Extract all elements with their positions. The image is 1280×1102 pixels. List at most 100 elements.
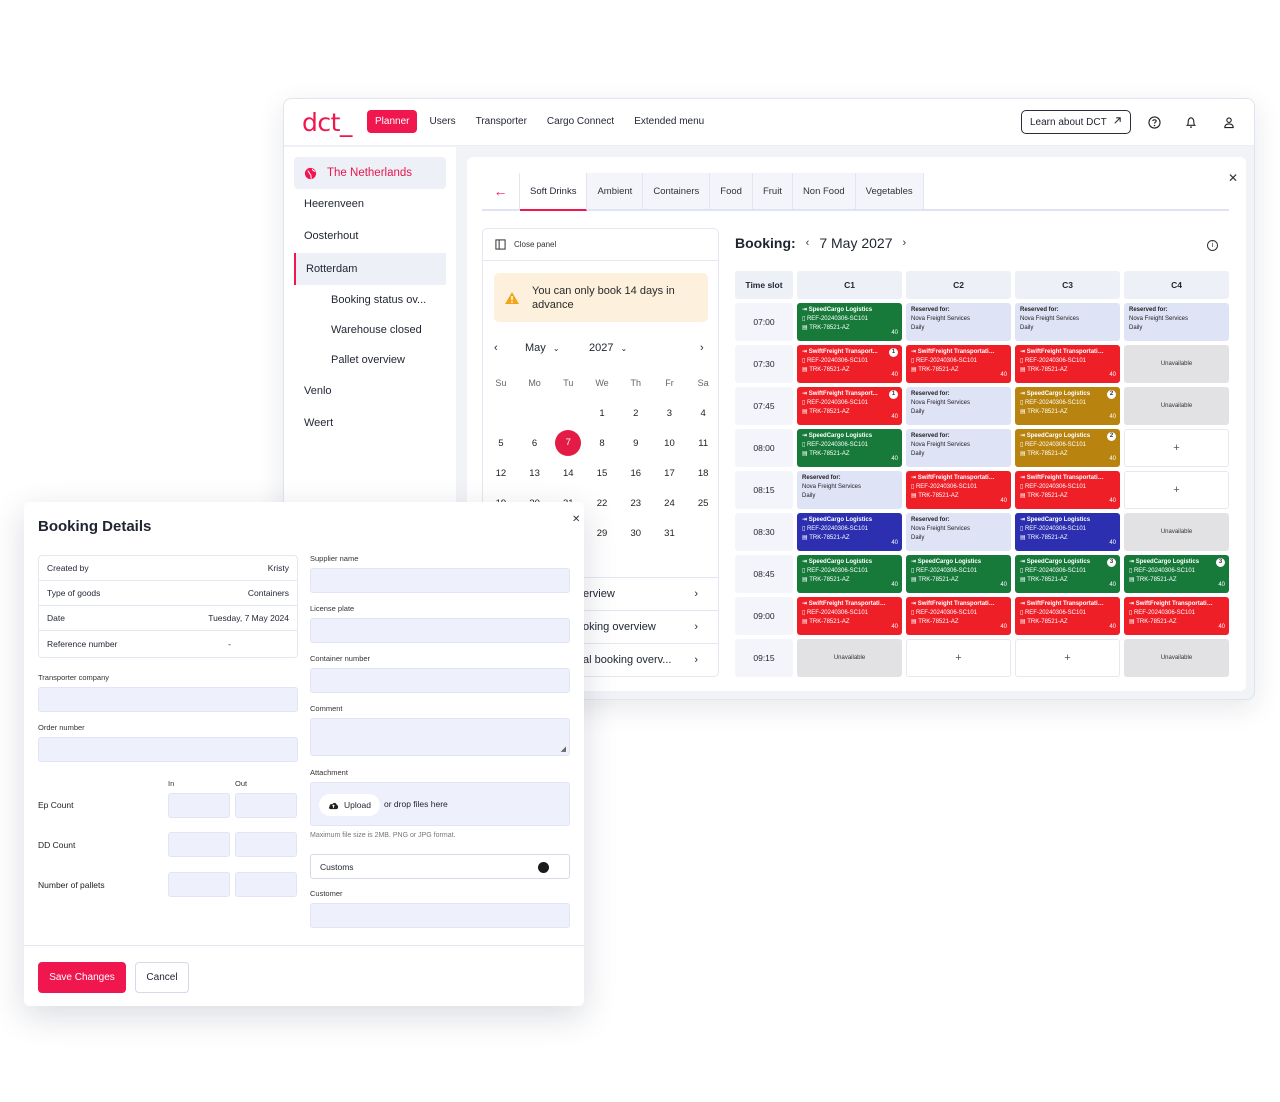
booking-slot-reserved[interactable]: Reserved for: Nova Freight Services Daily [1124,303,1229,341]
close-panel-button[interactable]: Close panel [495,239,556,250]
sidebar-item-venlo[interactable]: Venlo [304,385,332,397]
booking-slot-green[interactable]: ⇥ SpeedCargo Logistics ▯ REF-20240306-SC1… [1124,555,1229,593]
booking-slot-empty[interactable]: + [1124,429,1229,467]
help-icon[interactable] [1146,114,1162,130]
booking-slot-reserved[interactable]: Reserved for: Nova Freight Services Daily [906,387,1011,425]
sidebar-item-warehouse-closed[interactable]: Warehouse closed [331,324,422,336]
tab-containers[interactable]: Containers [643,173,711,209]
resize-handle-icon[interactable]: ◢ [560,746,566,753]
calendar-day[interactable]: 3 [653,408,687,419]
sidebar-country-netherlands[interactable]: The Netherlands [294,157,446,189]
dct-logo[interactable]: dct_ [302,108,352,137]
booking-slot-empty[interactable]: + [906,639,1011,677]
booking-slot-green[interactable]: ⇥ SpeedCargo Logistics ▯ REF-20240306-SC1… [906,555,1011,593]
booking-overview-link[interactable]: oking overview › [483,610,718,643]
booking-slot-reserved[interactable]: Reserved for: Nova Freight Services Daily [906,303,1011,341]
cancel-button[interactable]: Cancel [135,962,189,993]
calendar-day[interactable]: 12 [484,468,518,479]
total-booking-overview-link[interactable]: al booking overv... › [483,643,718,676]
booking-slot-gold[interactable]: ⇥ SpeedCargo Logistics ▯ REF-20240306-SC1… [1015,429,1120,467]
attachment-dropzone[interactable]: Upload or drop files here [310,782,570,826]
calendar-day[interactable]: 7 [551,430,585,456]
booking-slot-green[interactable]: ⇥ SpeedCargo Logistics ▯ REF-20240306-SC1… [1015,555,1120,593]
customs-toggle[interactable] [538,862,549,873]
calendar-day[interactable]: 23 [619,498,653,509]
calendar-day[interactable]: 18 [686,468,718,479]
booking-slot-red[interactable]: ⇥ SwiftFreight Transportatio... ▯ REF-202… [1015,471,1120,509]
calendar-day[interactable]: 24 [653,498,687,509]
booking-slot-empty[interactable]: + [1124,471,1229,509]
calendar-day[interactable]: 8 [585,438,619,449]
booking-slot-green[interactable]: ⇥ SpeedCargo Logistics ▯ REF-20240306-SC1… [797,303,902,341]
booking-slot-gold[interactable]: ⇥ SpeedCargo Logistics ▯ REF-20240306-SC1… [1015,387,1120,425]
back-arrow-icon[interactable]: ← [482,173,520,209]
transporter-company-field[interactable] [38,687,298,712]
calendar-day[interactable]: 6 [518,438,552,449]
calendar-day[interactable]: 17 [653,468,687,479]
month-select[interactable]: May ⌄ [525,342,560,354]
next-month-icon[interactable]: › [700,342,704,354]
booking-slot-red[interactable]: ⇥ SwiftFreight Transport... ▯ REF-2024030… [797,345,902,383]
nav-transporter[interactable]: Transporter [475,116,527,127]
dd-count-in-field[interactable] [168,832,230,857]
tab-vegetables[interactable]: Vegetables [855,173,924,209]
sidebar-item-oosterhout[interactable]: Oosterhout [304,230,359,242]
calendar-day[interactable]: 30 [619,528,653,539]
tab-ambient[interactable]: Ambient [587,173,644,209]
dd-count-out-field[interactable] [235,832,297,857]
booking-slot-red[interactable]: ⇥ SwiftFreight Transportatio... ▯ REF-202… [1015,345,1120,383]
calendar-day[interactable]: 15 [585,468,619,479]
tab-non-food[interactable]: Non Food [792,173,856,209]
booking-slot-red[interactable]: ⇥ SwiftFreight Transportatio... ▯ REF-202… [906,471,1011,509]
calendar-day[interactable]: 11 [686,438,718,449]
booking-slot-red[interactable]: ⇥ SwiftFreight Transport... ▯ REF-2024030… [797,387,902,425]
booking-slot-reserved[interactable]: Reserved for: Nova Freight Services Daily [906,429,1011,467]
calendar-day[interactable]: 4 [686,408,718,419]
booking-slot-unavailable[interactable]: Unavailable [1124,387,1229,425]
info-icon[interactable]: i [1207,240,1218,251]
nav-planner[interactable]: Planner [367,110,418,133]
sidebar-item-booking-status[interactable]: Booking status ov... [331,294,427,306]
order-number-field[interactable] [38,737,298,762]
save-changes-button[interactable]: Save Changes [38,962,126,993]
ep-count-out-field[interactable] [235,793,297,818]
supplier-name-field[interactable] [310,568,570,593]
calendar-day[interactable]: 22 [585,498,619,509]
booking-slot-red[interactable]: ⇥ SwiftFreight Transportatio... ▯ REF-202… [906,345,1011,383]
sidebar-item-weert[interactable]: Weert [304,417,334,429]
sidebar-item-heerenveen[interactable]: Heerenveen [304,198,364,210]
bell-icon[interactable] [1183,114,1199,130]
prev-day-icon[interactable]: ‹ [805,237,810,249]
booking-slot-unavailable[interactable]: Unavailable [1124,345,1229,383]
calendar-day[interactable]: 25 [686,498,718,509]
sidebar-item-rotterdam[interactable]: Rotterdam [294,253,446,285]
ep-count-in-field[interactable] [168,793,230,818]
booking-slot-reserved[interactable]: Reserved for: Nova Freight Services Daily [906,513,1011,551]
booking-slot-empty[interactable]: + [1015,639,1120,677]
learn-about-dct-button[interactable]: Learn about DCT [1021,110,1131,134]
next-day-icon[interactable]: › [902,237,907,249]
calendar-day[interactable]: 2 [619,408,653,419]
nav-cargo-connect[interactable]: Cargo Connect [546,116,615,127]
nav-extended-menu[interactable]: Extended menu [634,116,705,127]
booking-slot-blue[interactable]: ⇥ SpeedCargo Logistics ▯ REF-20240306-SC1… [1015,513,1120,551]
calendar-day[interactable]: 16 [619,468,653,479]
booking-slot-green[interactable]: ⇥ SpeedCargo Logistics ▯ REF-20240306-SC1… [797,429,902,467]
user-icon[interactable] [1221,114,1237,130]
booking-slot-red[interactable]: ⇥ SwiftFreight Transportatio... ▯ REF-202… [906,597,1011,635]
booking-slot-red[interactable]: ⇥ SwiftFreight Transportatio... ▯ REF-202… [797,597,902,635]
calendar-day[interactable]: 31 [653,528,687,539]
booking-slot-reserved[interactable]: Reserved for: Nova Freight Services Daily [1015,303,1120,341]
year-select[interactable]: 2027 ⌄ [589,342,627,354]
calendar-day[interactable]: 9 [619,438,653,449]
calendar-day[interactable]: 5 [484,438,518,449]
license-plate-field[interactable] [310,618,570,643]
customer-field[interactable] [310,903,570,928]
container-number-field[interactable] [310,668,570,693]
tab-food[interactable]: Food [710,173,753,209]
upload-button[interactable]: Upload [319,794,380,816]
comment-textarea[interactable]: ◢ [310,718,570,756]
overview-link[interactable]: erview › [483,577,718,610]
nav-users[interactable]: Users [429,116,456,127]
booking-slot-blue[interactable]: ⇥ SpeedCargo Logistics ▯ REF-20240306-SC1… [797,513,902,551]
